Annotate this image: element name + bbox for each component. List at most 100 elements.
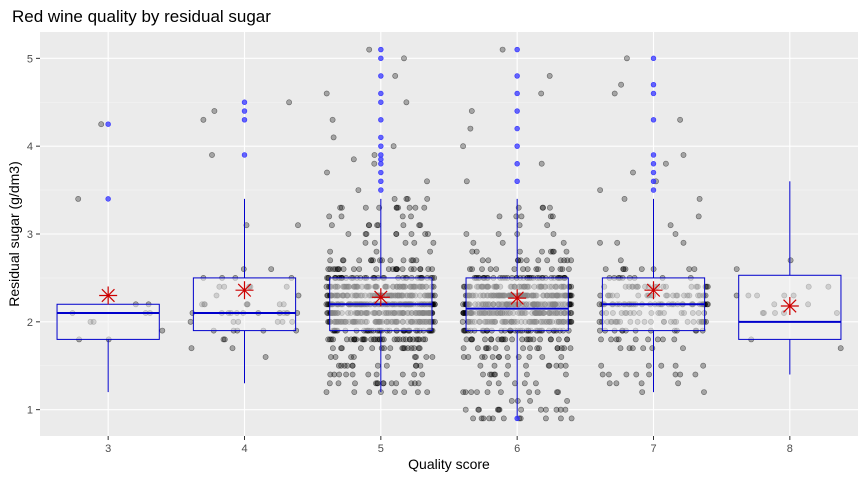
jitter-point — [526, 354, 533, 360]
box — [56, 303, 160, 340]
jitter-point — [680, 152, 687, 158]
jitter-point — [413, 257, 420, 264]
mean-marker-stroke — [101, 288, 115, 303]
jitter-point — [555, 389, 561, 395]
jitter-point — [658, 362, 665, 369]
jitter-point — [500, 336, 507, 343]
jitter-point — [474, 345, 481, 352]
jitter-point — [327, 257, 334, 264]
jitter-point — [399, 371, 406, 378]
x-tick-label: 5 — [378, 443, 384, 455]
mean-marker-stroke — [783, 299, 797, 313]
jitter-point — [404, 195, 411, 202]
jitter-point — [465, 354, 472, 360]
jitter-point — [330, 266, 337, 272]
jitter-point — [538, 406, 544, 413]
jitter-point — [357, 345, 364, 352]
jitter-point — [324, 310, 331, 316]
jitter-point — [377, 257, 383, 264]
jitter-point — [671, 336, 678, 343]
jitter-point — [368, 257, 374, 264]
jitter-point — [406, 204, 413, 211]
jitter-point — [466, 266, 473, 272]
jitter-point — [373, 371, 380, 378]
jitter-point — [539, 354, 546, 360]
jitter-point — [598, 336, 604, 343]
jitter-point — [370, 257, 376, 264]
jitter-point — [463, 231, 470, 237]
jitter-point — [415, 336, 422, 343]
jitter-point — [701, 389, 707, 395]
jitter-point — [680, 345, 686, 352]
outlier-point — [514, 108, 520, 114]
jitter-point — [530, 336, 537, 343]
jitter-point — [462, 406, 469, 413]
jitter-point — [562, 362, 569, 369]
jitter-point — [546, 73, 553, 79]
jitter-point — [557, 257, 564, 264]
mean-marker — [99, 286, 118, 305]
outlier-point — [650, 90, 657, 97]
jitter-point — [393, 266, 400, 272]
jitter-point — [519, 336, 526, 343]
jitter-point — [327, 266, 334, 272]
jitter-point — [412, 362, 419, 369]
jitter-point — [557, 362, 564, 369]
jitter-point — [536, 345, 542, 352]
outlier-point — [514, 46, 520, 53]
jitter-point — [696, 195, 703, 202]
y-axis-title: Residual sugar (g/dm3) — [6, 161, 22, 307]
jitter-point — [672, 371, 679, 378]
jitter-point — [463, 178, 470, 185]
jitter-point — [349, 362, 356, 369]
jitter-point — [525, 336, 532, 343]
jitter-point — [392, 73, 399, 79]
jitter-point — [400, 222, 407, 229]
jitter-point — [372, 380, 379, 387]
jitter-point — [371, 160, 378, 167]
jitter-point — [608, 336, 614, 343]
jitter-point — [424, 195, 431, 202]
jitter-point — [561, 345, 568, 352]
jitter-point — [523, 362, 529, 369]
jitter-point — [488, 371, 495, 378]
jitter-point — [359, 336, 365, 343]
jitter-point — [535, 266, 541, 272]
jitter-point — [400, 336, 407, 343]
jitter-point — [499, 46, 506, 53]
jitter-point — [330, 336, 336, 343]
mean-marker-stroke — [510, 291, 524, 305]
jitter-point — [623, 371, 630, 378]
jitter-point — [563, 248, 570, 255]
jitter-point — [533, 266, 540, 272]
jitter-point — [523, 257, 530, 264]
mean-marker-stroke — [646, 283, 661, 297]
jitter-point — [209, 152, 215, 158]
jitter-point — [335, 266, 342, 272]
jitter-point — [675, 380, 681, 387]
jitter-point — [621, 195, 628, 202]
jitter-point — [520, 345, 526, 352]
jitter-point — [478, 415, 485, 422]
jitter-point — [534, 389, 541, 395]
jitter-point — [365, 371, 372, 378]
jitter-point — [553, 362, 560, 369]
jitter-point — [329, 345, 336, 352]
jitter-point — [427, 248, 433, 255]
jitter-point — [518, 213, 525, 220]
chart-title: Red wine quality by residual sugar — [12, 7, 271, 26]
jitter-point — [526, 389, 532, 395]
jitter-point — [211, 108, 218, 114]
jitter-point — [362, 231, 369, 237]
jitter-point — [383, 362, 390, 369]
jitter-point — [546, 362, 553, 369]
jitter-point — [564, 257, 571, 264]
y-tick-label: 1 — [27, 405, 33, 417]
jitter-point — [691, 266, 698, 272]
jitter-point — [295, 292, 302, 299]
jitter-point — [558, 354, 565, 360]
jitter-point — [680, 239, 687, 246]
jitter-point — [332, 354, 339, 360]
jitter-point — [527, 397, 533, 404]
jitter-point — [330, 134, 337, 141]
